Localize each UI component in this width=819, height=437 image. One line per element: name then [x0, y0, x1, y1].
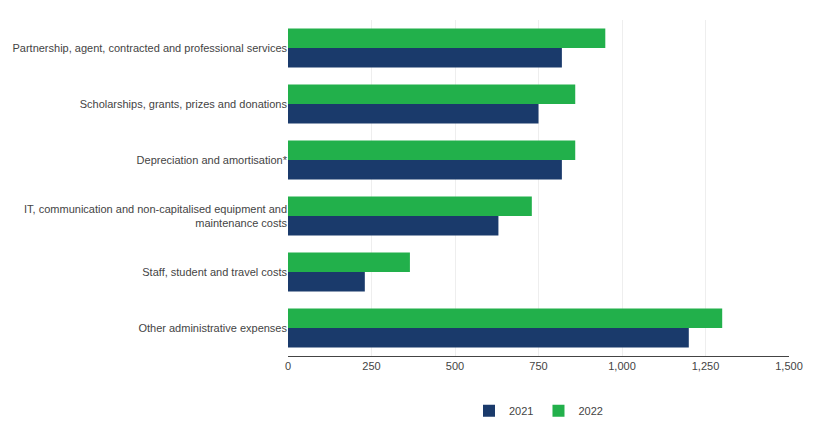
svg-text:2022: 2022 — [578, 405, 602, 417]
svg-text:Staff, student and travel cost: Staff, student and travel costs — [142, 266, 287, 278]
svg-text:Other administrative expenses: Other administrative expenses — [138, 322, 287, 334]
svg-text:1,500: 1,500 — [775, 360, 803, 372]
svg-text:2021: 2021 — [509, 405, 533, 417]
svg-text:250: 250 — [362, 360, 380, 372]
svg-text:1,000: 1,000 — [608, 360, 636, 372]
svg-text:Scholarships, grants, prizes a: Scholarships, grants, prizes and donatio… — [80, 98, 288, 110]
svg-text:500: 500 — [446, 360, 464, 372]
svg-text:1,250: 1,250 — [692, 360, 720, 372]
svg-text:Depreciation and amortisation*: Depreciation and amortisation* — [137, 154, 288, 166]
svg-text:Partnership, agent, contracted: Partnership, agent, contracted and profe… — [12, 42, 287, 54]
svg-text:750: 750 — [529, 360, 547, 372]
svg-text:IT, communication and non-capi: IT, communication and non-capitalised eq… — [24, 203, 287, 229]
svg-text:0: 0 — [285, 360, 291, 372]
